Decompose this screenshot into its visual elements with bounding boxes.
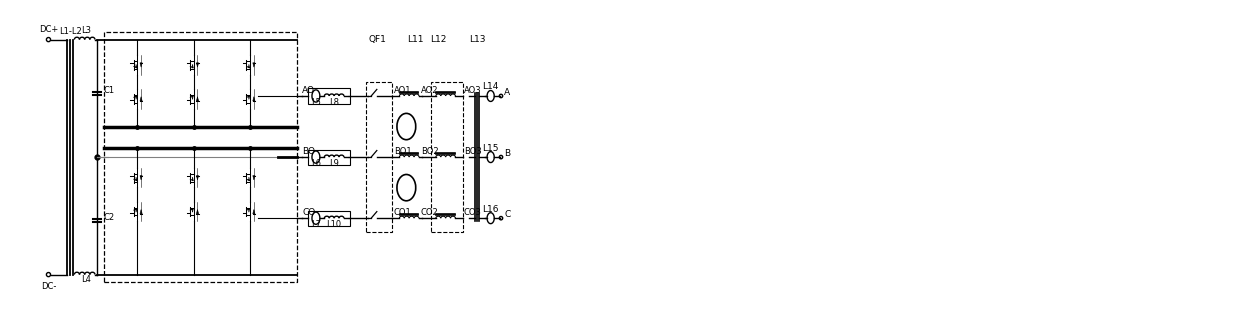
Bar: [432, 82, 463, 232]
Text: DC+: DC+: [38, 25, 58, 35]
Bar: [104, 32, 298, 282]
Polygon shape: [196, 210, 198, 214]
Bar: [366, 82, 392, 232]
Text: L11: L11: [407, 36, 424, 44]
Text: QF1: QF1: [368, 36, 386, 44]
Text: L7: L7: [311, 220, 321, 229]
Text: L6: L6: [311, 159, 321, 168]
Text: B: B: [505, 149, 511, 158]
Text: L9: L9: [329, 159, 339, 168]
Text: CO: CO: [303, 208, 315, 217]
Polygon shape: [196, 63, 198, 67]
Text: L14: L14: [482, 82, 498, 91]
Text: L5: L5: [311, 98, 321, 107]
Text: AO1: AO1: [394, 86, 412, 95]
Bar: [309, 150, 350, 165]
Polygon shape: [140, 97, 143, 101]
Polygon shape: [253, 176, 255, 180]
Text: L16: L16: [482, 204, 498, 214]
Text: A: A: [505, 88, 511, 97]
Text: BO3: BO3: [464, 147, 481, 156]
Text: L10: L10: [326, 220, 342, 229]
Polygon shape: [253, 63, 255, 67]
Text: L4: L4: [82, 275, 92, 284]
Polygon shape: [140, 210, 143, 214]
Polygon shape: [253, 97, 255, 101]
Bar: [309, 211, 350, 226]
Text: L12: L12: [430, 36, 446, 44]
Polygon shape: [140, 63, 143, 67]
Polygon shape: [253, 210, 255, 214]
Text: C1: C1: [103, 86, 114, 95]
Text: CO3: CO3: [464, 208, 482, 217]
Text: L8: L8: [329, 98, 340, 107]
Text: L3: L3: [82, 27, 92, 36]
Text: AO3: AO3: [464, 86, 481, 95]
Text: C: C: [505, 210, 511, 219]
Text: L13: L13: [469, 36, 485, 44]
Text: BO2: BO2: [420, 147, 439, 156]
Text: AO2: AO2: [420, 86, 438, 95]
Text: L1-L2: L1-L2: [58, 27, 82, 36]
Polygon shape: [196, 97, 198, 101]
Text: AO: AO: [303, 86, 315, 95]
Polygon shape: [140, 176, 143, 180]
Text: CO2: CO2: [420, 208, 439, 217]
Bar: [309, 88, 350, 104]
Polygon shape: [196, 176, 198, 180]
Text: BO: BO: [303, 147, 315, 156]
Text: L15: L15: [482, 144, 498, 152]
Text: DC-: DC-: [41, 281, 56, 291]
Text: CO1: CO1: [394, 208, 412, 217]
Text: BO1: BO1: [394, 147, 412, 156]
Text: C2: C2: [103, 213, 114, 222]
